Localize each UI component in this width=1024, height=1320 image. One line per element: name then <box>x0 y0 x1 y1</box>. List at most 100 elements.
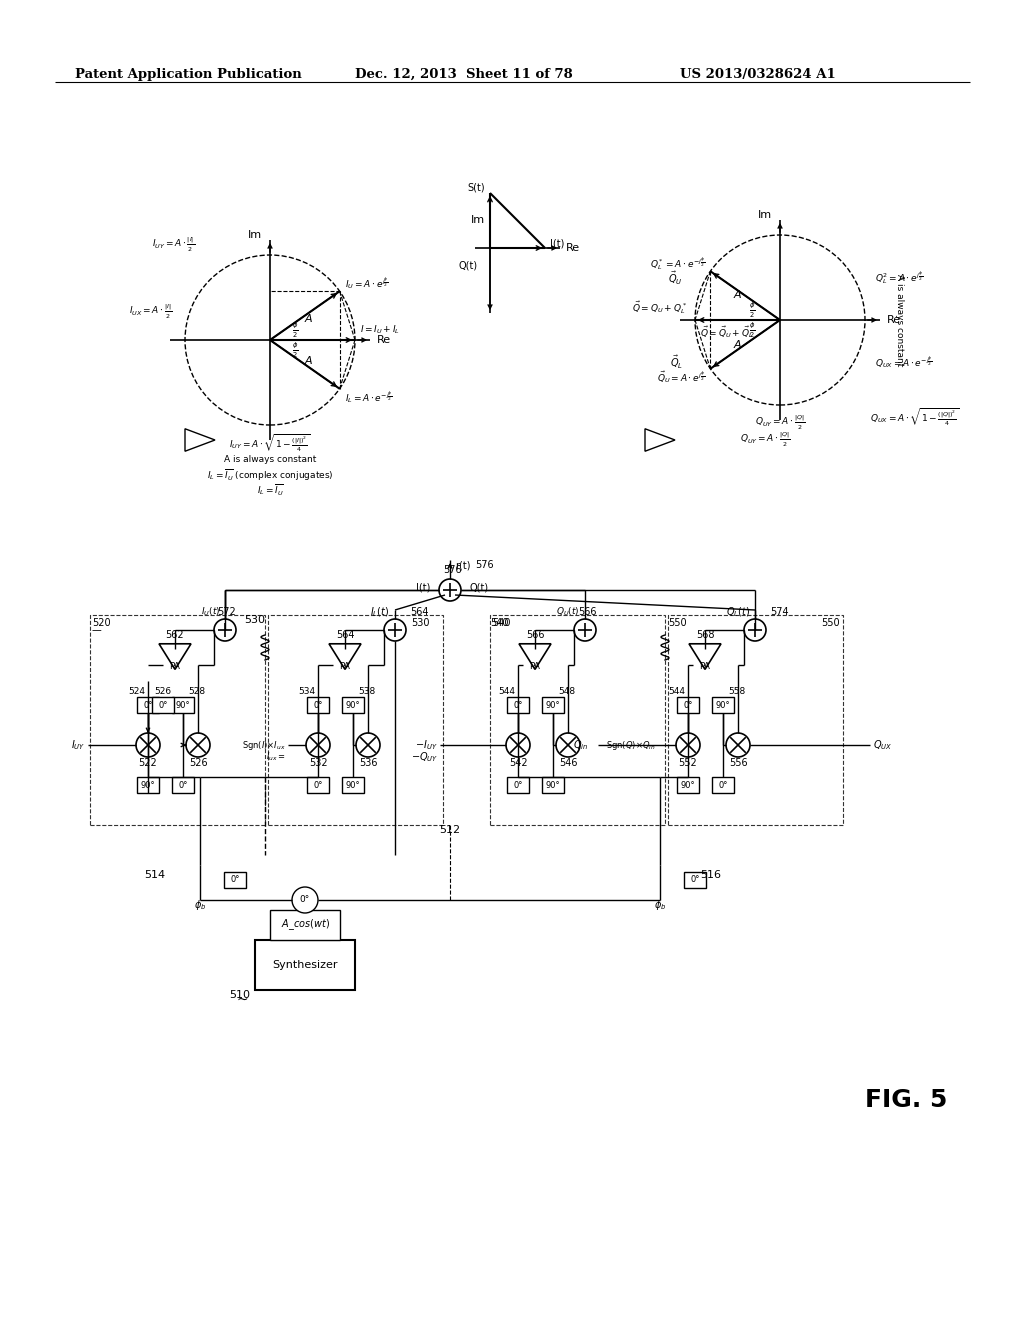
Bar <box>137 697 159 713</box>
Circle shape <box>136 733 160 756</box>
Text: 552: 552 <box>679 758 697 768</box>
Text: 0°: 0° <box>300 895 310 904</box>
Bar <box>172 697 194 713</box>
Text: 562: 562 <box>166 630 184 640</box>
Text: 526: 526 <box>155 686 172 696</box>
Text: Re: Re <box>887 315 901 325</box>
Text: 550: 550 <box>821 618 840 628</box>
Text: I(t): I(t) <box>416 582 430 591</box>
Text: 572: 572 <box>218 607 237 616</box>
Bar <box>712 777 734 793</box>
Text: r(t): r(t) <box>455 560 470 570</box>
Bar <box>507 777 529 793</box>
Text: 90°: 90° <box>716 701 730 710</box>
Text: $Q_U(t)$: $Q_U(t)$ <box>556 606 580 618</box>
Bar <box>307 777 329 793</box>
Bar <box>172 777 194 793</box>
Text: 0°: 0° <box>513 701 522 710</box>
Circle shape <box>356 733 380 756</box>
Text: S(t): S(t) <box>467 183 485 193</box>
Bar <box>542 777 564 793</box>
Text: 556: 556 <box>729 758 748 768</box>
Text: 536: 536 <box>358 758 377 768</box>
Text: 544: 544 <box>498 686 515 696</box>
Circle shape <box>214 619 236 642</box>
Text: $I_{UX}=A\cdot\frac{|I|}{2}$: $I_{UX}=A\cdot\frac{|I|}{2}$ <box>129 304 173 321</box>
Text: $-Q_{UY}$: $-Q_{UY}$ <box>411 750 438 764</box>
Text: 0°: 0° <box>683 701 692 710</box>
Text: $Q_L^2=A\cdot e^{j\frac{\phi}{2}}$: $Q_L^2=A\cdot e^{j\frac{\phi}{2}}$ <box>874 269 924 286</box>
Text: Re: Re <box>566 243 581 253</box>
Text: 532: 532 <box>308 758 328 768</box>
Text: $Q_{UX}$: $Q_{UX}$ <box>873 738 893 752</box>
Bar <box>307 697 329 713</box>
Text: 544: 544 <box>668 686 685 696</box>
Text: $\vec{Q}_L$: $\vec{Q}_L$ <box>670 354 683 371</box>
Text: 566: 566 <box>578 607 596 616</box>
Text: $\frac{\phi}{2}$: $\frac{\phi}{2}$ <box>749 300 756 319</box>
Text: 548: 548 <box>558 686 575 696</box>
Text: 540: 540 <box>492 618 511 628</box>
Bar <box>255 940 355 990</box>
Text: 512: 512 <box>439 825 461 836</box>
Text: 510: 510 <box>229 990 250 1001</box>
Bar <box>712 697 734 713</box>
Text: 520: 520 <box>92 618 111 628</box>
Text: 0°: 0° <box>313 780 323 789</box>
Text: 528: 528 <box>188 686 205 696</box>
Text: 516: 516 <box>700 870 721 880</box>
Text: PA: PA <box>529 663 541 671</box>
Bar <box>90 615 265 825</box>
Text: $Q_{in}$: $Q_{in}$ <box>573 738 589 752</box>
Text: 0°: 0° <box>143 701 153 710</box>
Text: $Q_{UY}=A\cdot\frac{|Q|}{2}$: $Q_{UY}=A\cdot\frac{|Q|}{2}$ <box>755 414 805 432</box>
Text: 524: 524 <box>128 686 145 696</box>
Text: $I=I_U+I_L$: $I=I_U+I_L$ <box>360 323 400 337</box>
Text: 542: 542 <box>509 758 527 768</box>
Text: 90°: 90° <box>346 780 360 789</box>
Bar <box>542 697 564 713</box>
Text: $\phi_b$: $\phi_b$ <box>194 898 206 912</box>
Bar <box>668 615 843 825</box>
Text: I(t): I(t) <box>550 238 564 248</box>
Circle shape <box>292 887 318 913</box>
Text: 522: 522 <box>138 758 158 768</box>
Text: $Q_{UX}=A\cdot e^{-j\frac{\phi}{2}}$: $Q_{UX}=A\cdot e^{-j\frac{\phi}{2}}$ <box>874 354 933 370</box>
Text: 576: 576 <box>443 565 462 576</box>
Text: 574: 574 <box>770 607 788 616</box>
Text: 0°: 0° <box>159 701 168 710</box>
Text: A: A <box>304 356 312 366</box>
Bar <box>152 697 174 713</box>
Text: A is always constant: A is always constant <box>895 273 904 366</box>
Text: 540: 540 <box>490 618 509 628</box>
Text: $I_L=\overline{I_U}$: $I_L=\overline{I_U}$ <box>256 482 284 498</box>
Text: 0°: 0° <box>718 780 728 789</box>
Circle shape <box>676 733 700 756</box>
Bar <box>137 777 159 793</box>
Bar <box>684 873 706 888</box>
Text: Patent Application Publication: Patent Application Publication <box>75 69 302 81</box>
Text: $\frac{\phi}{2}$: $\frac{\phi}{2}$ <box>292 321 298 339</box>
Text: $\frac{\phi}{2}$: $\frac{\phi}{2}$ <box>292 341 298 360</box>
Text: $I_U(t)$: $I_U(t)$ <box>201 606 220 618</box>
Text: A is always constant: A is always constant <box>224 455 316 465</box>
Text: $Q_L(t)$: $Q_L(t)$ <box>726 605 750 619</box>
Text: A: A <box>733 289 741 300</box>
Text: $I_{UY}=A\cdot\sqrt{1-\frac{(|I|)^2}{4}}$: $I_{UY}=A\cdot\sqrt{1-\frac{(|I|)^2}{4}}… <box>229 432 310 454</box>
Text: $I_U=A\cdot e^{j\frac{\phi}{2}}$: $I_U=A\cdot e^{j\frac{\phi}{2}}$ <box>345 276 388 292</box>
Text: $Q_{UX}=A\cdot\sqrt{1-\frac{(|Q|)^2}{4}}$: $Q_{UX}=A\cdot\sqrt{1-\frac{(|Q|)^2}{4}}… <box>870 407 959 428</box>
Text: $\vec{Q}=Q_U+Q_L^*$: $\vec{Q}=Q_U+Q_L^*$ <box>632 300 687 317</box>
Text: A: A <box>304 314 312 323</box>
Text: $\vec{Q}=\vec{Q}_U+\vec{Q}_L$: $\vec{Q}=\vec{Q}_U+\vec{Q}_L$ <box>700 325 754 339</box>
Bar <box>268 615 443 825</box>
Text: 530: 530 <box>412 618 430 628</box>
Text: $\vec{Q}_U=A\cdot e^{j\frac{\phi}{2}}$: $\vec{Q}_U=A\cdot e^{j\frac{\phi}{2}}$ <box>657 368 706 384</box>
Circle shape <box>506 733 530 756</box>
Circle shape <box>726 733 750 756</box>
Text: Q(t): Q(t) <box>470 582 489 591</box>
Text: $\phi_b$: $\phi_b$ <box>653 898 667 912</box>
Text: 0°: 0° <box>230 875 240 884</box>
Text: PA: PA <box>340 663 350 671</box>
Text: 90°: 90° <box>546 780 560 789</box>
Text: 550: 550 <box>668 618 687 628</box>
